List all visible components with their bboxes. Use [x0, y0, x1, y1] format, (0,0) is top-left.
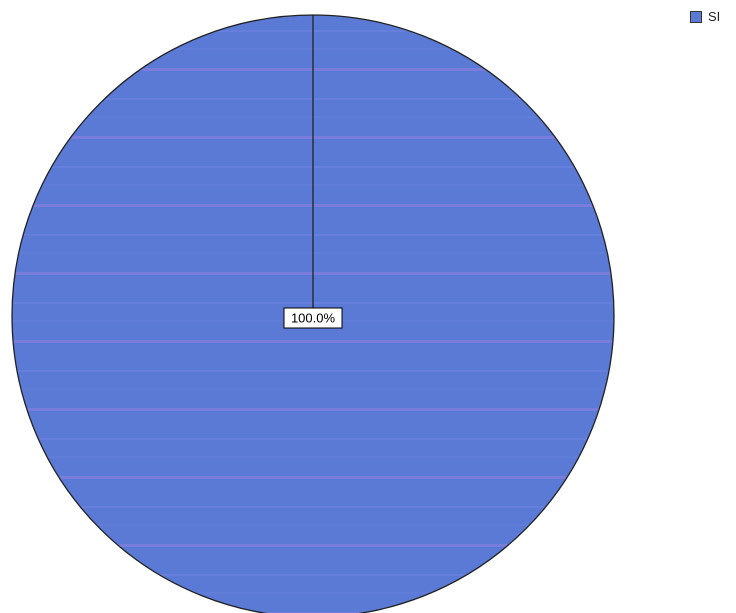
legend: SI	[690, 9, 720, 24]
legend-swatch-si	[690, 10, 702, 23]
pie-label-text: 100.0%	[291, 311, 336, 326]
pie-label-si: 100.0%	[283, 307, 343, 329]
pie-labels: 100.0%	[283, 307, 343, 329]
legend-label-si: SI	[708, 9, 721, 24]
pie-label-box	[283, 307, 343, 329]
